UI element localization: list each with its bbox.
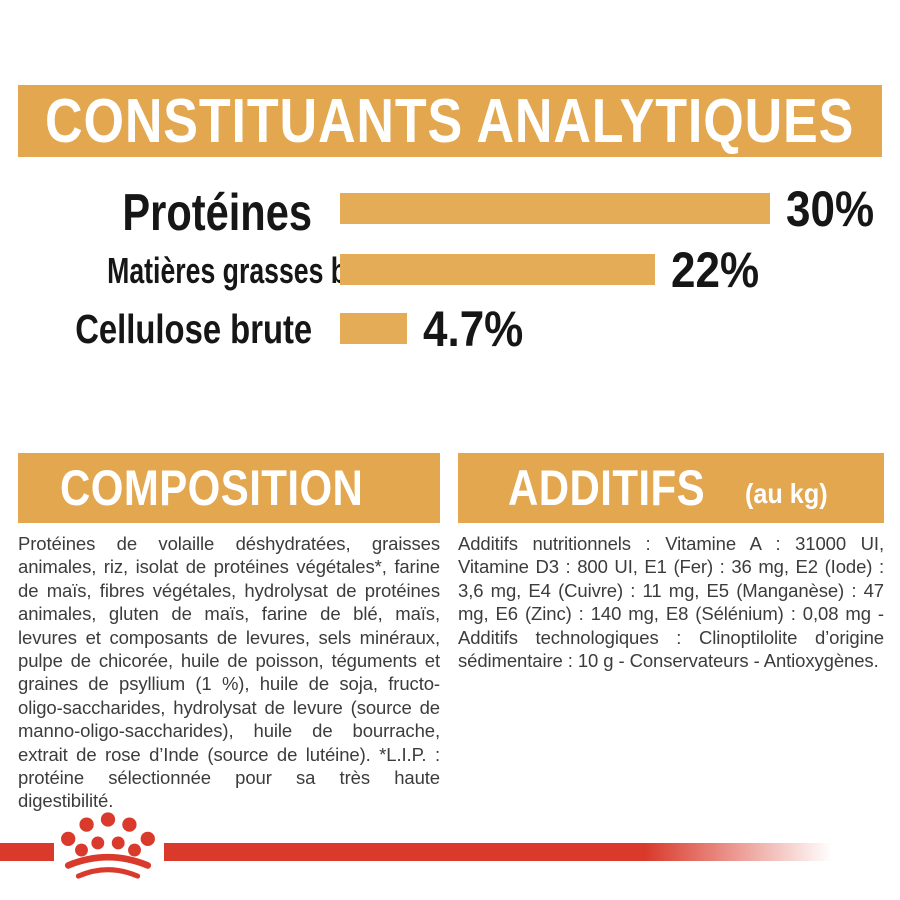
chart-label-proteines: Protéines [122, 184, 312, 242]
composition-body-text: Protéines de volaille déshydratées, grai… [18, 533, 440, 812]
additifs-section: ADDITIFS (au kg) Additifs nutritionnels … [458, 453, 884, 672]
chart-value-matieres-grasses: 22% [671, 242, 760, 298]
chart-bar-matieres-grasses [340, 254, 655, 285]
composition-title: COMPOSITION [60, 460, 364, 516]
constituants-analytiques-banner: CONSTITUANTS ANALYTIQUES [18, 85, 882, 157]
chart-value-cellulose: 4.7% [423, 301, 524, 357]
additifs-body-text: Additifs nutritionnels : Vitamine A : 31… [458, 533, 884, 672]
chart-value-proteines: 30% [786, 181, 875, 237]
page-title: CONSTITUANTS ANALYTIQUES [45, 86, 855, 156]
footer-rule-left [0, 843, 54, 861]
composition-section: COMPOSITION Protéines de volaille déshyd… [18, 453, 440, 813]
chart-label-matieres-grasses: Matières grasses brutes [107, 250, 413, 291]
additifs-subtitle: (au kg) [744, 478, 828, 509]
footer-rule-right [164, 843, 832, 861]
composition-header: COMPOSITION [18, 453, 440, 523]
additifs-title: ADDITIFS [508, 460, 706, 516]
chart-label-cellulose: Cellulose brute [75, 306, 312, 352]
additifs-header: ADDITIFS (au kg) [458, 453, 884, 523]
royal-canin-crown-icon [61, 812, 155, 879]
chart-bar-proteines [340, 193, 770, 224]
chart-bar-cellulose [340, 313, 407, 344]
